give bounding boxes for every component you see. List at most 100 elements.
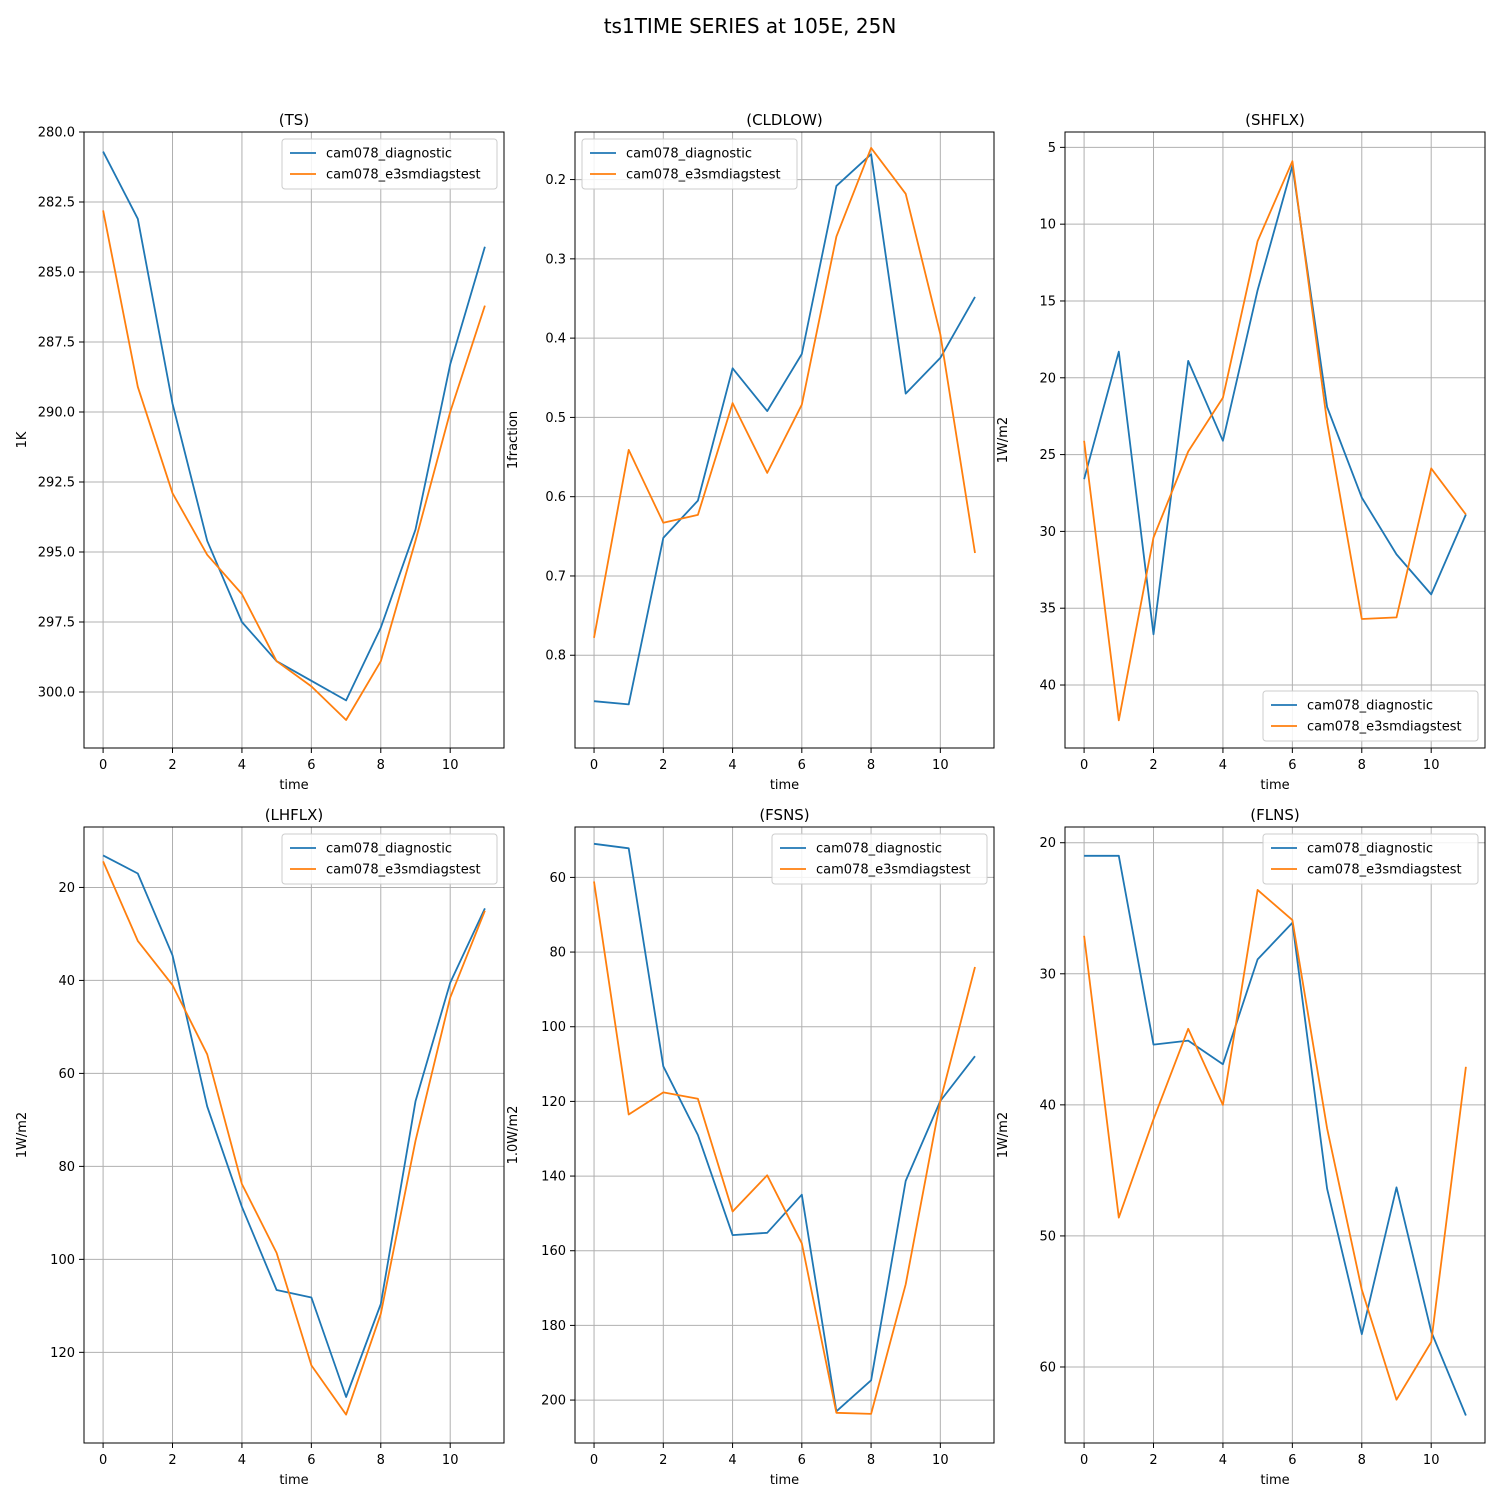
series-line-cam078_diagnostic xyxy=(1084,854,1467,1416)
y-axis-label: 1.0W/m2 xyxy=(506,1106,521,1165)
x-tick-label: 2 xyxy=(659,1453,667,1468)
legend-label: cam078_e3smdiagstest xyxy=(626,168,781,183)
y-tick-label: 15 xyxy=(1039,294,1056,309)
legend-label: cam078_diagnostic xyxy=(326,147,452,162)
x-tick-label: 8 xyxy=(867,758,875,773)
subplot-1: 0 2 4 6 8 10 0.2 0.3 0.4 0.5 0.6 0.7 0.8 (CLDLOW) time… xyxy=(506,111,995,793)
y-tick-label: 287.5 xyxy=(38,336,75,351)
x-tick-label: 6 xyxy=(1288,758,1296,773)
legend-label: cam078_e3smdiagstest xyxy=(1307,720,1462,735)
x-tick-label: 8 xyxy=(867,1453,875,1468)
series-line-cam078_diagnostic xyxy=(1083,164,1467,636)
x-tick-label: 6 xyxy=(798,758,806,773)
series-line-cam078_e3smdiagstest xyxy=(1083,160,1467,722)
y-tick-label: 80 xyxy=(549,946,566,961)
legend: cam078_diagnostic cam078_e3smdiagstest xyxy=(281,833,498,885)
x-tick-label: 8 xyxy=(1358,1453,1366,1468)
x-tick-label: 4 xyxy=(238,758,246,773)
x-tick-label: 6 xyxy=(307,1453,315,1468)
subplot-2: 0 2 4 6 8 10 5 10 15 20 25 30 35 40 (SHFLX) time 1W/m2 ca… xyxy=(996,111,1486,793)
x-axis-label: time xyxy=(279,1473,308,1488)
x-tick-label: 4 xyxy=(238,1453,246,1468)
y-tick-label: 10 xyxy=(1039,218,1056,233)
x-tick-label: 8 xyxy=(1358,758,1366,773)
y-tick-label: 180 xyxy=(541,1319,566,1334)
x-tick-label: 0 xyxy=(1080,1453,1088,1468)
subplot-4: 0 2 4 6 8 10 60 80 100 120 140 160 180 200 (FSNS) time 1… xyxy=(506,806,995,1488)
legend-box xyxy=(1262,690,1479,742)
y-axis-label: 1fraction xyxy=(506,411,521,469)
y-tick-label: 35 xyxy=(1039,602,1056,617)
y-tick-label: 0.4 xyxy=(545,332,566,347)
x-tick-label: 2 xyxy=(1149,758,1157,773)
x-axis-label: time xyxy=(279,778,308,793)
x-tick-label: 10 xyxy=(442,758,459,773)
y-tick-label: 285.0 xyxy=(38,266,75,281)
x-tick-label: 2 xyxy=(168,1453,176,1468)
x-tick-label: 10 xyxy=(932,758,949,773)
legend-label: cam078_diagnostic xyxy=(626,147,752,162)
x-tick-label: 0 xyxy=(99,758,107,773)
series-line-cam078_diagnostic xyxy=(102,854,486,1398)
legend-box xyxy=(1262,833,1479,885)
legend: cam078_diagnostic cam078_e3smdiagstest xyxy=(1262,690,1479,742)
series-line-cam078_e3smdiagstest xyxy=(1083,889,1467,1401)
x-tick-label: 0 xyxy=(590,1453,598,1468)
subplot-title: (TS) xyxy=(279,111,309,129)
legend: cam078_diagnostic cam078_e3smdiagstest xyxy=(771,833,988,885)
y-axis-label: 1W/m2 xyxy=(15,1112,30,1158)
x-tick-label: 8 xyxy=(377,1453,385,1468)
y-tick-label: 100 xyxy=(541,1020,566,1035)
y-tick-label: 0.6 xyxy=(545,490,566,505)
subplot-title: (LHFLX) xyxy=(265,806,324,824)
x-axis-label: time xyxy=(770,1473,799,1488)
y-tick-label: 200 xyxy=(541,1394,566,1409)
x-tick-label: 6 xyxy=(1288,1453,1296,1468)
x-tick-label: 6 xyxy=(307,758,315,773)
x-axis-label: time xyxy=(1260,1473,1289,1488)
y-tick-label: 160 xyxy=(541,1244,566,1259)
x-tick-label: 4 xyxy=(1219,1453,1227,1468)
x-tick-label: 8 xyxy=(377,758,385,773)
legend-box xyxy=(581,138,798,190)
y-tick-label: 280.0 xyxy=(38,126,75,141)
y-tick-label: 40 xyxy=(1039,679,1056,694)
y-tick-label: 30 xyxy=(1039,967,1056,982)
x-tick-label: 0 xyxy=(99,1453,107,1468)
axes-frame xyxy=(1064,826,1486,1444)
x-tick-label: 2 xyxy=(1149,1453,1157,1468)
x-tick-label: 0 xyxy=(590,758,598,773)
y-tick-label: 120 xyxy=(50,1346,75,1361)
y-tick-label: 0.8 xyxy=(545,649,566,664)
axes-frame xyxy=(574,131,995,749)
y-tick-label: 0.3 xyxy=(545,252,566,267)
x-tick-label: 4 xyxy=(728,758,736,773)
y-tick-label: 80 xyxy=(58,1160,75,1175)
y-tick-label: 60 xyxy=(549,871,566,886)
y-tick-label: 300.0 xyxy=(38,686,75,701)
y-tick-label: 140 xyxy=(541,1170,566,1185)
series-line-cam078_diagnostic xyxy=(593,153,976,706)
y-tick-label: 40 xyxy=(1039,1098,1056,1113)
subplot-title: (CLDLOW) xyxy=(746,111,823,129)
x-axis-label: time xyxy=(770,778,799,793)
series-line-cam078_diagnostic xyxy=(593,842,976,1413)
axes-frame xyxy=(83,826,505,1444)
legend-label: cam078_diagnostic xyxy=(1307,699,1433,714)
x-tick-label: 4 xyxy=(728,1453,736,1468)
legend-label: cam078_diagnostic xyxy=(326,842,452,857)
x-tick-label: 10 xyxy=(1423,758,1440,773)
subplot-title: (FSNS) xyxy=(759,806,809,824)
legend-label: cam078_e3smdiagstest xyxy=(1307,863,1462,878)
y-tick-label: 60 xyxy=(1039,1360,1056,1375)
y-tick-label: 292.5 xyxy=(38,476,75,491)
x-tick-label: 2 xyxy=(659,758,667,773)
y-axis-label: 1W/m2 xyxy=(996,1112,1011,1158)
y-tick-label: 20 xyxy=(58,881,75,896)
legend: cam078_diagnostic cam078_e3smdiagstest xyxy=(581,138,798,190)
x-tick-label: 10 xyxy=(932,1453,949,1468)
y-tick-label: 120 xyxy=(541,1095,566,1110)
x-tick-label: 10 xyxy=(1423,1453,1440,1468)
y-tick-label: 100 xyxy=(50,1253,75,1268)
